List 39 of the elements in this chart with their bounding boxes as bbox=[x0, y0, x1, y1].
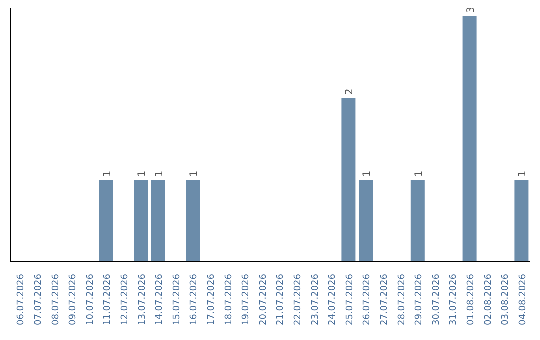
x-tick-label: 21.07.2026 bbox=[276, 274, 286, 326]
x-tick-label: 31.07.2026 bbox=[449, 274, 460, 326]
x-tick-label: 26.07.2026 bbox=[362, 274, 373, 326]
x-tick-label: 20.07.2026 bbox=[258, 274, 269, 326]
x-tick-label: 11.07.2026 bbox=[103, 274, 114, 326]
data-label: 1 bbox=[362, 170, 373, 178]
x-tick-label: 17.07.2026 bbox=[206, 274, 217, 326]
data-label: 3 bbox=[466, 6, 477, 14]
x-tick-label: 30.07.2026 bbox=[432, 274, 442, 326]
data-label: 1 bbox=[189, 170, 200, 178]
x-tick-label: 25.07.2026 bbox=[345, 274, 356, 326]
x-tick-label: 12.07.2026 bbox=[120, 274, 130, 326]
x-tick-label: 24.07.2026 bbox=[328, 274, 338, 326]
x-tick-label: 18.07.2026 bbox=[224, 274, 234, 326]
x-tick-label: 04.08.2026 bbox=[518, 274, 528, 326]
x-tick-label: 29.07.2026 bbox=[414, 274, 425, 326]
x-tick-label: 01.08.2026 bbox=[466, 274, 476, 326]
data-label: 1 bbox=[414, 170, 425, 178]
x-tick-label: 28.07.2026 bbox=[397, 274, 408, 326]
x-tick-label: 22.07.2026 bbox=[293, 274, 304, 326]
x-tick-label: 13.07.2026 bbox=[138, 274, 148, 326]
x-tick-label: 10.07.2026 bbox=[86, 274, 96, 326]
x-tick-label: 27.07.2026 bbox=[380, 274, 390, 326]
data-label: 2 bbox=[344, 88, 356, 96]
x-tick-label: 07.07.2026 bbox=[34, 274, 44, 326]
data-label: 1 bbox=[102, 170, 114, 178]
x-tick-label: 02.08.2026 bbox=[484, 274, 494, 326]
x-tick-label: 06.07.2026 bbox=[16, 274, 27, 326]
x-tick-label: 08.07.2026 bbox=[51, 274, 62, 326]
data-label: 1 bbox=[518, 170, 529, 178]
data-label: 1 bbox=[137, 170, 148, 178]
x-tick-label: 23.07.2026 bbox=[310, 274, 321, 326]
x-tick-label: 19.07.2026 bbox=[242, 274, 252, 326]
data-label: 1 bbox=[154, 170, 166, 178]
x-tick-label: 14.07.2026 bbox=[155, 274, 166, 326]
x-tick-label: 09.07.2026 bbox=[68, 274, 79, 326]
x-tick-label: 03.08.2026 bbox=[501, 274, 512, 326]
x-tick-label: 16.07.2026 bbox=[190, 274, 200, 326]
x-tick-label: 15.07.2026 bbox=[172, 274, 182, 326]
